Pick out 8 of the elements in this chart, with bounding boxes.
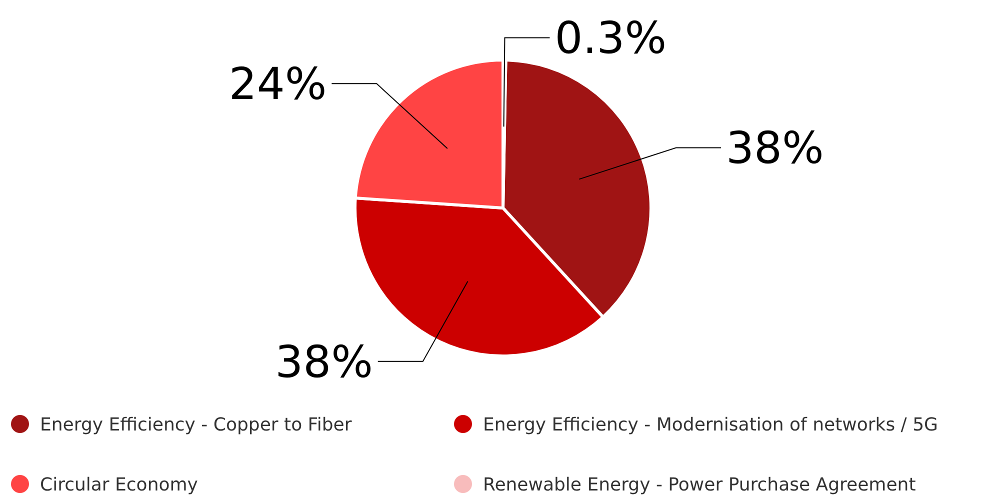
legend-label: Energy Efficiency - Modernisation of networks / 5G <box>483 414 938 436</box>
data-label: 24% <box>228 59 327 110</box>
legend-label: Energy Efficiency - Copper to Fiber <box>40 414 352 436</box>
data-label: 38% <box>275 336 373 388</box>
legend-label: Renewable Energy - Power Purchase Agreement <box>483 474 916 495</box>
data-label: 0.3% <box>554 13 667 64</box>
data-label: 38% <box>726 123 824 174</box>
legend-label: Circular Economy <box>40 474 198 495</box>
